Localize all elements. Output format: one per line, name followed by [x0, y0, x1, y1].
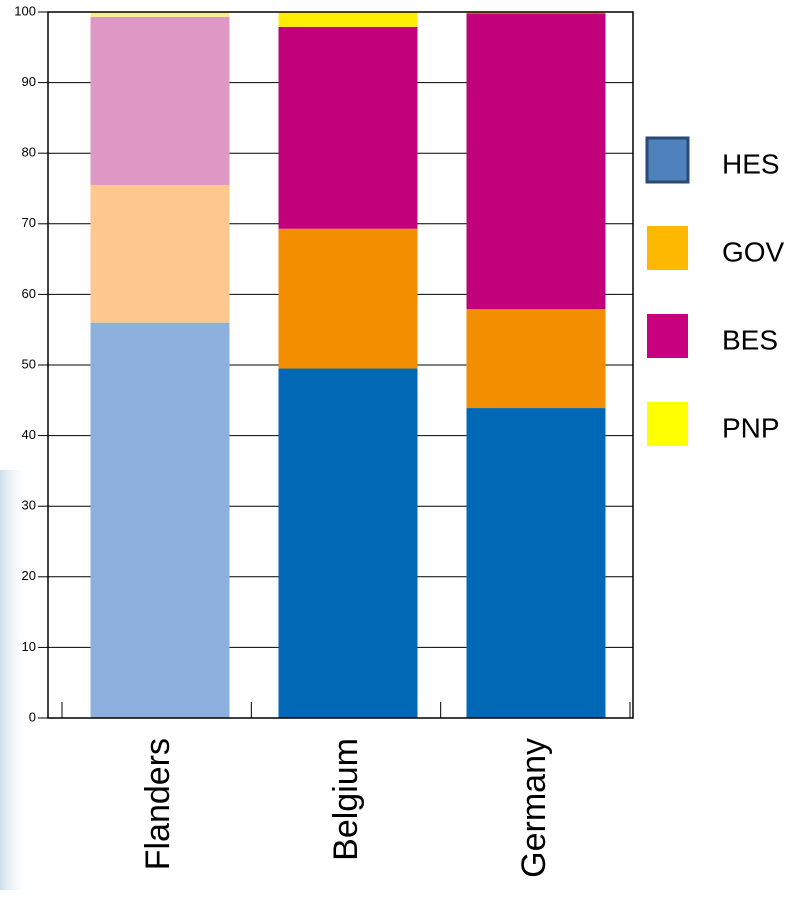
bar-segment [278, 26, 418, 229]
y-tick-label: 0 [29, 709, 36, 724]
legend-swatch [645, 136, 690, 184]
y-tick-label: 70 [22, 215, 36, 230]
y-tick-label: 100 [14, 3, 36, 18]
background [0, 470, 30, 890]
legend-label: PNP [722, 412, 780, 443]
bar-segment [90, 12, 230, 17]
y-tick-label: 90 [22, 74, 36, 89]
bar-segment [90, 184, 230, 323]
legend-label: HES [722, 148, 780, 179]
y-tick-label: 50 [22, 356, 36, 371]
legend-label: BES [722, 324, 778, 355]
x-tick-label: Belgium [327, 738, 365, 861]
legend-label: GOV [722, 236, 785, 267]
y-tick-label: 40 [22, 427, 36, 442]
bar-segment [466, 309, 606, 409]
y-tick-label: 10 [22, 639, 36, 654]
bar-segment [90, 16, 230, 185]
bar-segment [278, 228, 418, 369]
bar-segment [90, 322, 230, 718]
x-tick-label: Germany [515, 738, 553, 878]
x-tick-label: Flanders [139, 738, 177, 870]
legend-swatch [647, 314, 688, 358]
y-tick-label: 30 [22, 498, 36, 513]
y-tick-label: 60 [22, 286, 36, 301]
legend-swatch [647, 226, 688, 270]
bar-segment [466, 408, 606, 718]
bar-segment [278, 12, 418, 27]
legend-swatch [647, 402, 688, 446]
bar-segment [278, 368, 418, 718]
plot-frame [47, 11, 634, 719]
bar-segment [466, 13, 606, 310]
y-tick-label: 20 [22, 568, 36, 583]
y-tick-label: 80 [22, 145, 36, 160]
